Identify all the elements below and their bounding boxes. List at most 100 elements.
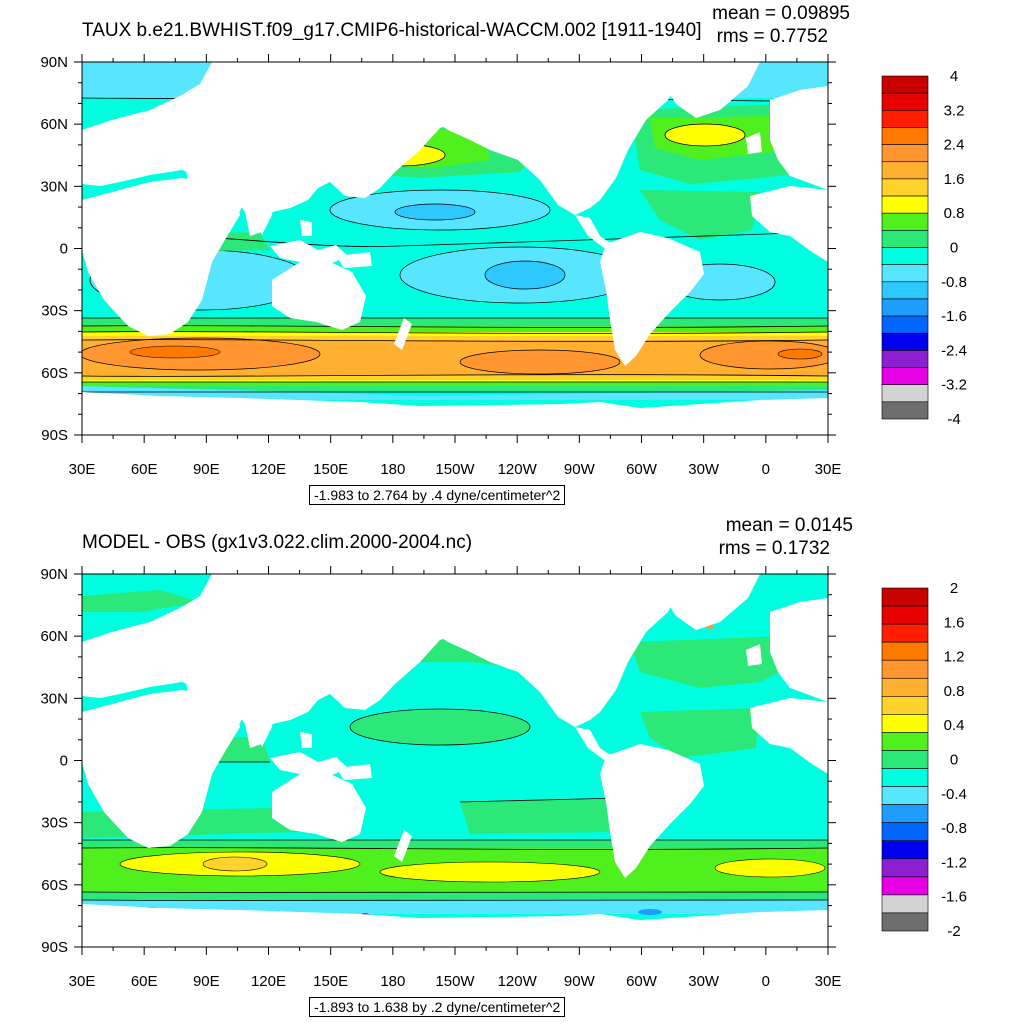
lon-tick-label: 120W	[498, 461, 538, 478]
lon-tick-label: 120E	[251, 461, 286, 478]
colorbar-swatch	[881, 195, 929, 214]
lon-tick-label: 120E	[251, 973, 286, 990]
colorbar-swatch	[881, 858, 929, 878]
colorbar-swatch	[881, 92, 929, 111]
lat-tick-label: 60N	[40, 628, 68, 645]
colorbar-swatch	[881, 822, 929, 842]
colorbar-label: -4	[947, 411, 960, 428]
colorbar-swatch	[881, 786, 929, 805]
lon-tick-label: 150E	[313, 973, 348, 990]
bottom-arctic-positive	[82, 590, 200, 612]
lat-tick-label: 90N	[40, 54, 68, 71]
lat-tick-label: 30N	[40, 178, 68, 195]
colorbar-swatch	[881, 696, 929, 715]
top-so-max-pacific	[459, 349, 621, 375]
colorbar-label: -0.4	[941, 786, 967, 803]
top-so-peak-2	[777, 348, 823, 360]
top-spac-trades-core	[484, 260, 566, 290]
colorbar-label: 0.8	[944, 683, 965, 700]
lat-tick-label: 30N	[40, 690, 68, 707]
colorbar-swatch	[881, 367, 929, 385]
lon-tick-label: 90W	[564, 973, 596, 990]
colorbar-label: 4	[950, 68, 958, 85]
lon-tick-label: 150W	[435, 973, 475, 990]
top-mean-text: mean = 0.09895	[712, 3, 850, 24]
colorbar-swatch	[881, 178, 929, 197]
lon-tick-label: 180	[380, 973, 405, 990]
colorbar-swatch	[881, 161, 929, 180]
lat-tick-label: 0	[60, 241, 68, 258]
lon-tick-label: 150E	[313, 461, 348, 478]
colorbar-swatch	[881, 315, 929, 334]
bottom-plot-title: MODEL - OBS (gx1v3.022.clim.2000-2004.nc…	[82, 532, 473, 553]
colorbar-swatch	[881, 401, 929, 420]
colorbar-label: 0.8	[944, 205, 965, 222]
colorbar-swatch	[881, 876, 929, 896]
lon-tick-label: 90E	[193, 461, 220, 478]
bottom-mean-text: mean = 0.0145	[725, 515, 853, 536]
lon-tick-label: 60E	[131, 973, 158, 990]
colorbar-swatch	[881, 641, 929, 661]
bottom-panel: MODEL - OBS (gx1v3.022.clim.2000-2004.nc…	[0, 512, 1024, 1024]
top-panel: TAUX b.e21.BWHIST.f09_g17.CMIP6-historic…	[40, 3, 967, 505]
lon-tick-label: 0	[762, 461, 770, 478]
colorbar-swatch	[881, 384, 929, 403]
lat-tick-label: 60S	[41, 877, 68, 894]
bottom-range-label: -1.893 to 1.638 by .2 dyne/centimeter^2	[309, 997, 566, 1017]
colorbar-swatch	[881, 75, 929, 94]
colorbar-swatch	[881, 230, 929, 248]
colorbar-label: 0	[950, 240, 958, 257]
colorbar-swatch	[881, 732, 929, 751]
lon-tick-label: 60E	[131, 461, 158, 478]
lon-tick-label: 30E	[815, 461, 842, 478]
colorbar-swatch	[881, 212, 929, 231]
bottom-colorbar: 2 1.6 1.2 0.8 0.4 0 -0.4 -0.8 -1.2 -1.6 -2	[881, 580, 967, 940]
lat-tick-label: 90S	[41, 427, 68, 444]
colorbar-swatch	[881, 587, 929, 607]
top-range-label: -1.983 to 2.764 by .4 dyne/centimeter^2	[309, 485, 566, 505]
top-natl-tropics	[640, 190, 760, 240]
colorbar-swatch	[881, 804, 929, 823]
colorbar-label: -3.2	[941, 377, 967, 394]
lon-tick-label: 30W	[688, 461, 720, 478]
colorbar-label: 0	[950, 752, 958, 769]
colorbar-label: -0.8	[941, 274, 967, 291]
lon-tick-label: 90E	[193, 973, 220, 990]
colorbar-swatch	[881, 750, 929, 769]
bottom-so-yellow-atlantic	[714, 858, 826, 878]
bottom-so-yellow-pacific	[379, 861, 601, 883]
colorbar-swatch	[881, 714, 929, 733]
colorbar-swatch	[881, 332, 929, 351]
colorbar-swatch	[881, 247, 929, 265]
top-natlantic-max	[664, 123, 746, 147]
colorbar-swatch	[881, 110, 929, 128]
colorbar-label: -0.8	[941, 820, 967, 837]
lat-tick-label: 60N	[40, 116, 68, 133]
colorbar-label: 1.6	[944, 171, 965, 188]
colorbar-swatch	[881, 677, 929, 697]
top-colorbar: 4 3.2 2.4 1.6 0.8 0 -0.8 -1.6 -2.4 -3.2 -4	[881, 68, 967, 428]
lon-tick-label: 30E	[69, 973, 96, 990]
top-so-peak	[129, 345, 221, 359]
bottom-spac-positive	[460, 798, 620, 834]
lat-tick-label: 0	[60, 753, 68, 770]
top-plot-title: TAUX b.e21.BWHIST.f09_g17.CMIP6-historic…	[82, 20, 702, 41]
top-so-max-atlantic	[699, 340, 828, 370]
lon-tick-label: 30E	[815, 973, 842, 990]
bottom-neg-spot-2	[638, 909, 662, 915]
lon-tick-label: 0	[762, 973, 770, 990]
lat-tick-label: 30S	[41, 303, 68, 320]
top-npac-trades-core	[394, 203, 476, 221]
colorbar-swatch	[881, 623, 929, 643]
colorbar-swatch	[881, 298, 929, 317]
colorbar-swatch	[881, 350, 929, 368]
lat-tick-label: 90S	[41, 939, 68, 956]
colorbar-label: 2	[950, 580, 958, 597]
colorbar-swatch	[881, 768, 929, 787]
colorbar-swatch	[881, 912, 929, 932]
colorbar-label: -1.6	[941, 308, 967, 325]
